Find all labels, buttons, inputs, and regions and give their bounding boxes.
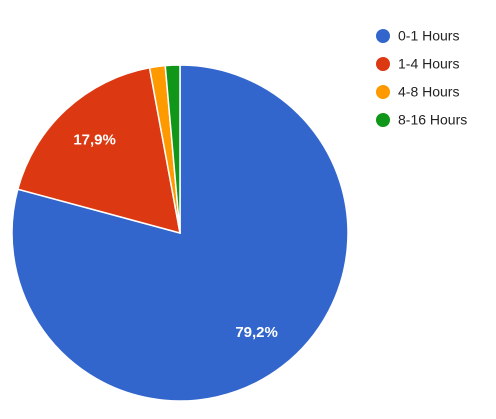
- legend-marker: [376, 29, 390, 43]
- pie-slice: [164, 64, 181, 234]
- slice-label: 79,2%: [235, 324, 278, 341]
- pie-slice: [11, 64, 349, 402]
- legend-marker: [376, 85, 390, 99]
- legend-label: 8-16 Hours: [398, 112, 467, 128]
- legend-label: 1-4 Hours: [398, 56, 459, 72]
- legend-label: 4-8 Hours: [398, 84, 459, 100]
- legend-label: 0-1 Hours: [398, 28, 459, 44]
- legend-marker: [376, 113, 390, 127]
- legend-marker: [376, 57, 390, 71]
- slice-label: 17,9%: [73, 131, 116, 148]
- pie-slice: [16, 66, 181, 235]
